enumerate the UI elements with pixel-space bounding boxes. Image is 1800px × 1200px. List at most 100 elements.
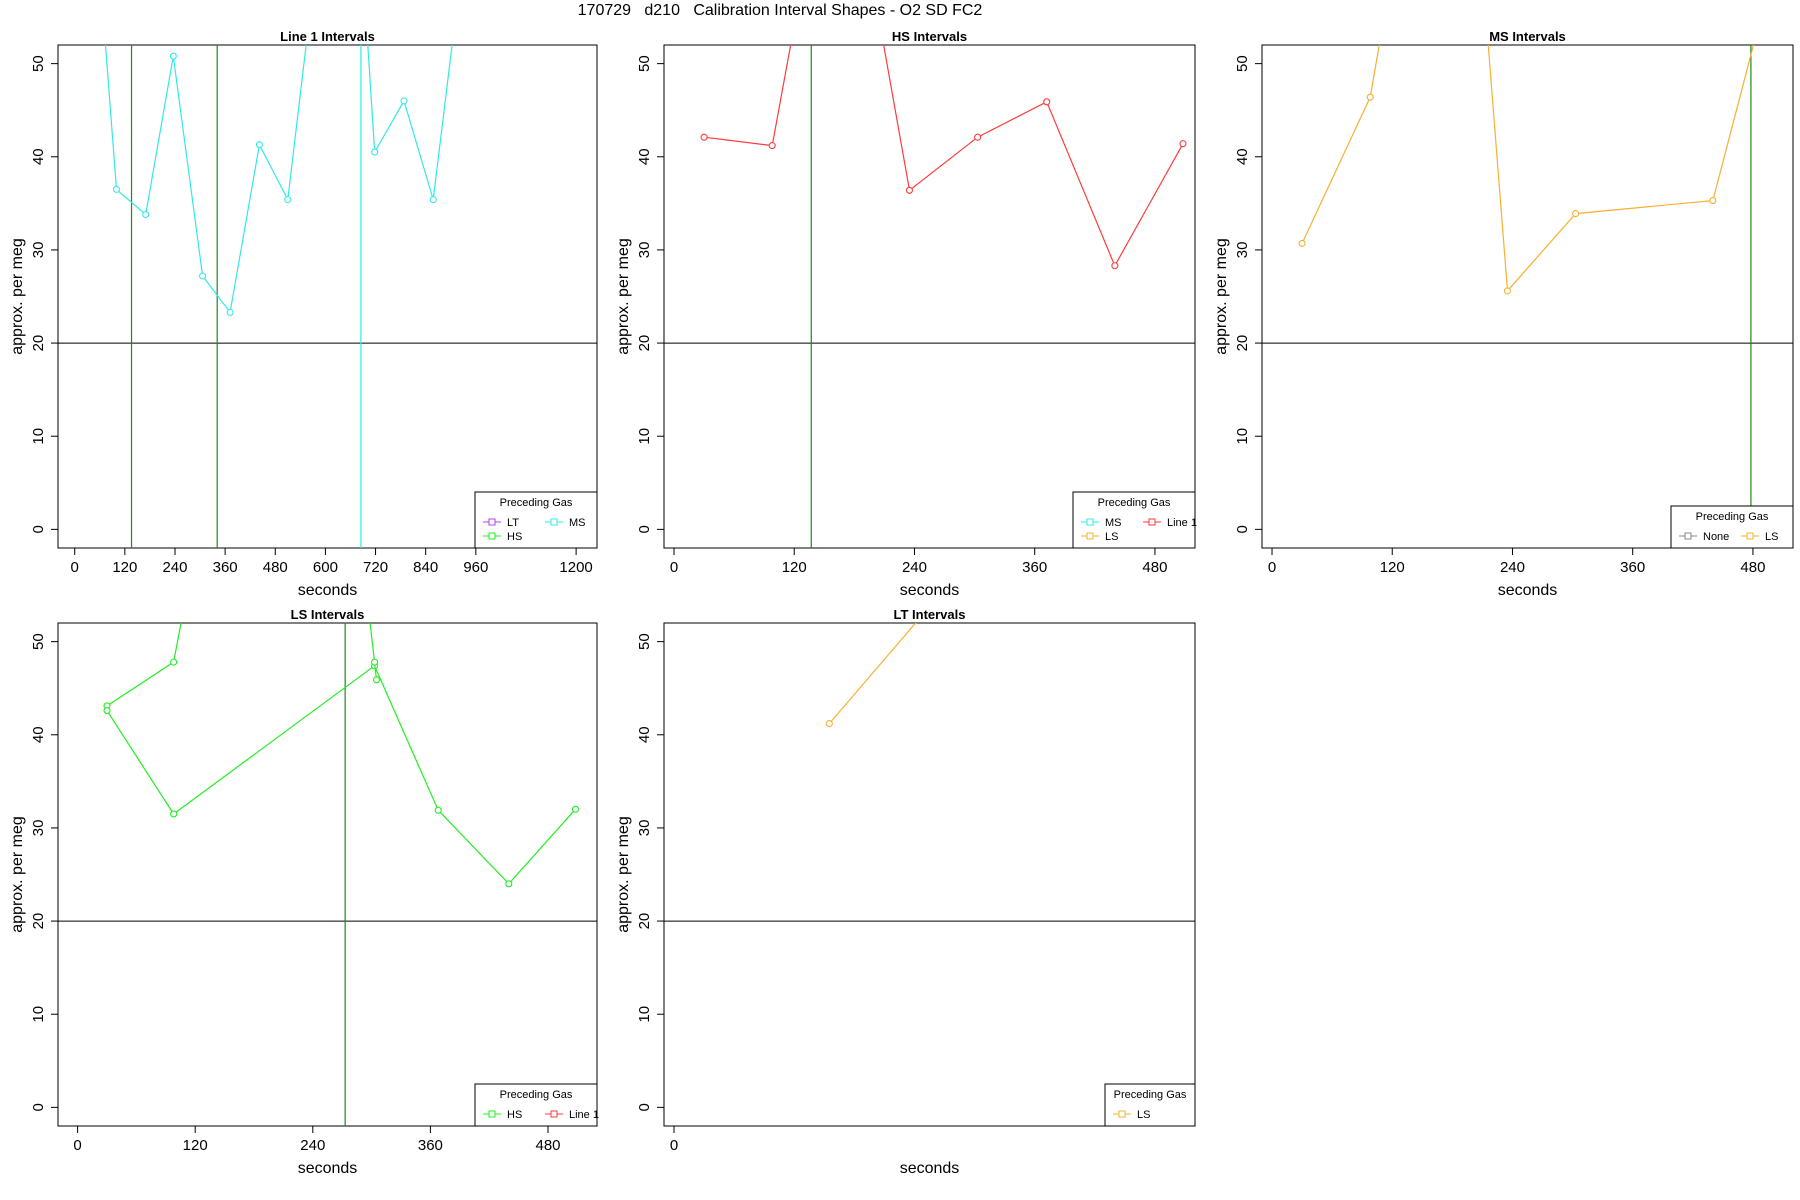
plot-area [103, 623, 579, 1126]
data-point [255, 141, 263, 149]
legend-entry: HS [507, 1109, 522, 1121]
panel-5: LT Intervals 0 10 20 30 40 50 approx. per meg 0 s… [615, 607, 1196, 1177]
y-tick-label: 30 [30, 242, 47, 259]
data-point [169, 52, 177, 60]
y-tick-label: 0 [1234, 525, 1251, 533]
legend-swatch-marker [1086, 532, 1094, 540]
legend-title: Preceding Gas [1696, 511, 1769, 523]
data-point [505, 880, 513, 888]
plot-frame [1261, 44, 1794, 549]
legend-swatch-marker [488, 518, 496, 526]
data-point [1366, 93, 1374, 101]
series-line [106, 664, 576, 885]
series-line [883, 45, 1184, 268]
x-tick-label: 240 [300, 1137, 325, 1154]
y-tick-label: 20 [636, 335, 653, 352]
data-point [1111, 262, 1119, 270]
x-tick-label: 360 [1620, 559, 1645, 576]
x-tick-label: 120 [782, 559, 807, 576]
data-point [284, 196, 292, 204]
y-tick-label: 30 [636, 820, 653, 837]
legend-swatch-marker [1746, 532, 1754, 540]
data-point [226, 308, 234, 316]
y-tick-label: 50 [30, 633, 47, 650]
panel-title: MS Intervals [1489, 29, 1566, 44]
plot-frame [663, 622, 1196, 1127]
data-point [1298, 239, 1306, 247]
y-tick-label: 50 [1234, 55, 1251, 72]
data-point [400, 97, 408, 105]
data-point [170, 810, 178, 818]
data-point [370, 658, 379, 666]
data-point [905, 186, 914, 194]
y-tick-label: 40 [636, 726, 653, 743]
y-tick-label: 10 [636, 428, 653, 445]
x-tick-label: 480 [1740, 559, 1765, 576]
x-tick-label: 600 [313, 559, 338, 576]
x-tick-label: 720 [363, 559, 388, 576]
x-tick-label: 480 [263, 559, 288, 576]
plot-frame [57, 44, 598, 549]
plot-frame [57, 622, 598, 1127]
y-tick-label: 50 [636, 55, 653, 72]
legend-swatch-marker [1684, 532, 1692, 540]
x-tick-label: 360 [213, 559, 238, 576]
x-tick-label: 480 [535, 1137, 560, 1154]
legend-title: Preceding Gas [500, 497, 573, 509]
x-tick-label: 360 [418, 1137, 443, 1154]
y-tick-label: 30 [636, 242, 653, 259]
x-tick-label: 840 [413, 559, 438, 576]
legend-swatch-marker [1118, 1110, 1126, 1118]
plot-frame [663, 44, 1196, 549]
y-tick-label: 30 [1234, 242, 1251, 259]
plot-area [700, 45, 1187, 548]
data-point [429, 196, 437, 204]
data-point [170, 658, 178, 666]
y-tick-label: 20 [30, 913, 47, 930]
data-point [1572, 210, 1580, 218]
plot-area [104, 45, 453, 548]
data-point [199, 272, 207, 280]
data-point [371, 148, 379, 156]
x-tick-label: 0 [670, 1137, 678, 1154]
panel-1: Line 1 Intervals 0 10 20 30 40 50 approx. per m… [9, 29, 598, 599]
legend-entry: HS [507, 531, 522, 543]
x-tick-label: 1200 [559, 559, 592, 576]
legend-entry: Line 1 [1167, 517, 1197, 529]
page-title: 170729 d210 Calibration Interval Shapes … [577, 2, 983, 19]
y-axis-label: approx. per meg [9, 816, 26, 933]
legend-entry: LT [507, 517, 519, 529]
y-tick-label: 30 [30, 820, 47, 837]
y-tick-label: 50 [30, 55, 47, 72]
x-axis-label: seconds [900, 1160, 960, 1177]
data-point [1179, 140, 1187, 148]
y-tick-label: 40 [30, 726, 47, 743]
panel-2: HS Intervals 0 10 20 30 40 50 approx. per meg 0 1… [615, 29, 1197, 599]
series-line [828, 623, 917, 724]
data-point [103, 707, 111, 715]
legend-swatch-marker [550, 1110, 558, 1118]
x-tick-label: 240 [162, 559, 187, 576]
data-point [825, 720, 833, 728]
data-point [1709, 197, 1717, 205]
legend-box [1670, 505, 1794, 549]
x-tick-label: 0 [73, 1137, 81, 1154]
legend-swatch-marker [1148, 518, 1156, 526]
legend-title: Preceding Gas [500, 1089, 573, 1101]
data-point [142, 210, 150, 219]
panel-title: Line 1 Intervals [280, 29, 375, 44]
legend: Preceding Gas HS Line 1 [474, 1083, 599, 1127]
y-tick-label: 0 [30, 525, 47, 533]
y-tick-label: 0 [636, 525, 653, 533]
y-tick-label: 20 [30, 335, 47, 352]
x-tick-label: 240 [1500, 559, 1525, 576]
x-axis-label: seconds [900, 582, 960, 599]
y-tick-label: 10 [30, 428, 47, 445]
y-axis-label: approx. per meg [615, 816, 632, 933]
series-line [704, 45, 792, 147]
panel-3: MS Intervals 0 10 20 30 40 50 approx. per meg 0 1… [1213, 29, 1794, 599]
x-tick-label: 0 [71, 559, 79, 576]
y-axis-label: approx. per meg [615, 238, 632, 355]
series-line [1301, 45, 1380, 244]
x-tick-label: 120 [1380, 559, 1405, 576]
